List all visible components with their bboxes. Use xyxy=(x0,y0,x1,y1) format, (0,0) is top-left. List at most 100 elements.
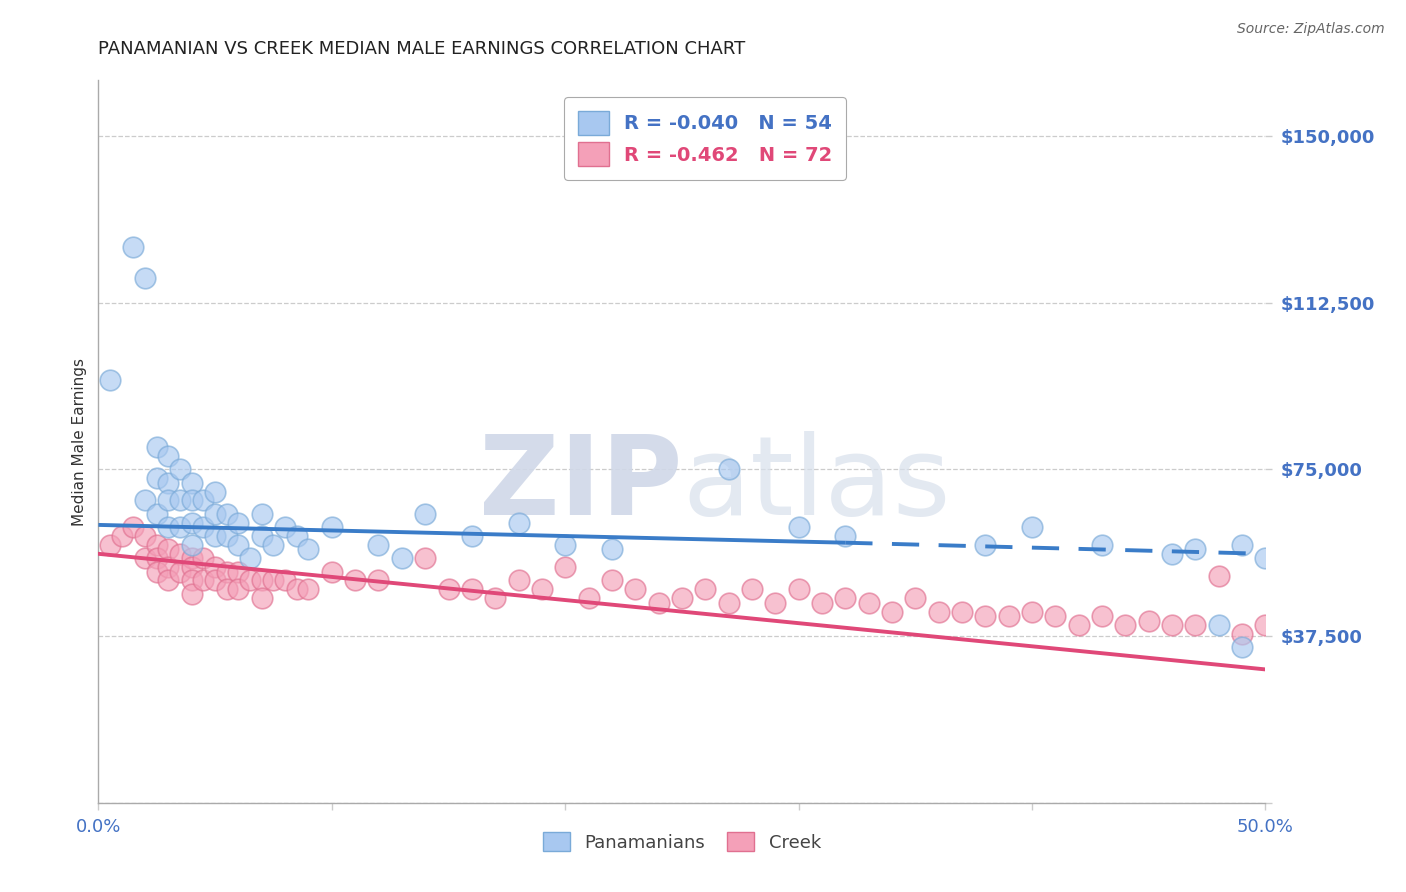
Point xyxy=(695,582,717,597)
Point xyxy=(250,574,273,588)
Point xyxy=(180,538,202,552)
Point xyxy=(146,538,169,552)
Point xyxy=(834,591,856,606)
Point xyxy=(1184,618,1206,632)
Point xyxy=(98,538,121,552)
Point xyxy=(157,449,180,463)
Point xyxy=(180,475,202,490)
Point xyxy=(413,551,436,566)
Point xyxy=(228,582,250,597)
Point xyxy=(157,493,180,508)
Point xyxy=(169,565,191,579)
Point xyxy=(530,582,553,597)
Text: Source: ZipAtlas.com: Source: ZipAtlas.com xyxy=(1237,22,1385,37)
Point xyxy=(671,591,693,606)
Point xyxy=(239,551,262,566)
Point xyxy=(204,574,226,588)
Point xyxy=(122,520,145,534)
Point xyxy=(413,507,436,521)
Point xyxy=(204,484,226,499)
Point xyxy=(763,596,786,610)
Point xyxy=(134,529,156,543)
Point xyxy=(1254,618,1277,632)
Point xyxy=(787,520,810,534)
Point xyxy=(834,529,856,543)
Point xyxy=(111,529,134,543)
Point xyxy=(239,574,262,588)
Point xyxy=(1067,618,1090,632)
Point xyxy=(997,609,1019,624)
Point xyxy=(285,529,308,543)
Point xyxy=(274,520,297,534)
Point xyxy=(169,520,191,534)
Point xyxy=(157,475,180,490)
Point xyxy=(1045,609,1067,624)
Point xyxy=(146,507,169,521)
Point xyxy=(461,529,484,543)
Point xyxy=(554,560,576,574)
Point xyxy=(974,538,997,552)
Point xyxy=(134,271,156,285)
Point xyxy=(741,582,763,597)
Point xyxy=(215,582,238,597)
Point xyxy=(484,591,506,606)
Point xyxy=(904,591,927,606)
Point xyxy=(1021,520,1043,534)
Point xyxy=(180,516,202,530)
Point xyxy=(717,596,740,610)
Point xyxy=(950,605,973,619)
Point xyxy=(169,462,191,476)
Point xyxy=(204,529,226,543)
Point xyxy=(180,493,202,508)
Point xyxy=(1091,538,1114,552)
Point xyxy=(1208,569,1230,583)
Point xyxy=(367,538,389,552)
Point xyxy=(858,596,880,610)
Point xyxy=(169,493,191,508)
Point xyxy=(578,591,600,606)
Point xyxy=(204,507,226,521)
Point xyxy=(717,462,740,476)
Point xyxy=(146,565,169,579)
Point xyxy=(215,507,238,521)
Point xyxy=(215,565,238,579)
Point xyxy=(321,565,343,579)
Text: atlas: atlas xyxy=(682,432,950,539)
Point xyxy=(98,373,121,387)
Point xyxy=(157,574,180,588)
Y-axis label: Median Male Earnings: Median Male Earnings xyxy=(72,358,87,525)
Text: ZIP: ZIP xyxy=(478,432,682,539)
Point xyxy=(1161,547,1184,561)
Point xyxy=(193,551,215,566)
Point xyxy=(554,538,576,552)
Point xyxy=(1230,627,1253,641)
Point xyxy=(134,551,156,566)
Point xyxy=(321,520,343,534)
Point xyxy=(508,516,530,530)
Point xyxy=(811,596,834,610)
Point xyxy=(134,493,156,508)
Point xyxy=(1230,538,1253,552)
Point xyxy=(297,542,319,557)
Point xyxy=(1137,614,1160,628)
Point xyxy=(180,587,202,601)
Point xyxy=(928,605,950,619)
Point xyxy=(228,538,250,552)
Point xyxy=(228,516,250,530)
Point xyxy=(974,609,997,624)
Point xyxy=(1184,542,1206,557)
Text: PANAMANIAN VS CREEK MEDIAN MALE EARNINGS CORRELATION CHART: PANAMANIAN VS CREEK MEDIAN MALE EARNINGS… xyxy=(98,40,745,58)
Point xyxy=(437,582,460,597)
Point xyxy=(146,471,169,485)
Point xyxy=(624,582,647,597)
Point xyxy=(193,574,215,588)
Point xyxy=(215,529,238,543)
Point xyxy=(146,440,169,454)
Point xyxy=(193,520,215,534)
Point xyxy=(204,560,226,574)
Point xyxy=(344,574,367,588)
Legend: Panamanians, Creek: Panamanians, Creek xyxy=(536,824,828,859)
Point xyxy=(157,542,180,557)
Point xyxy=(262,574,284,588)
Point xyxy=(1091,609,1114,624)
